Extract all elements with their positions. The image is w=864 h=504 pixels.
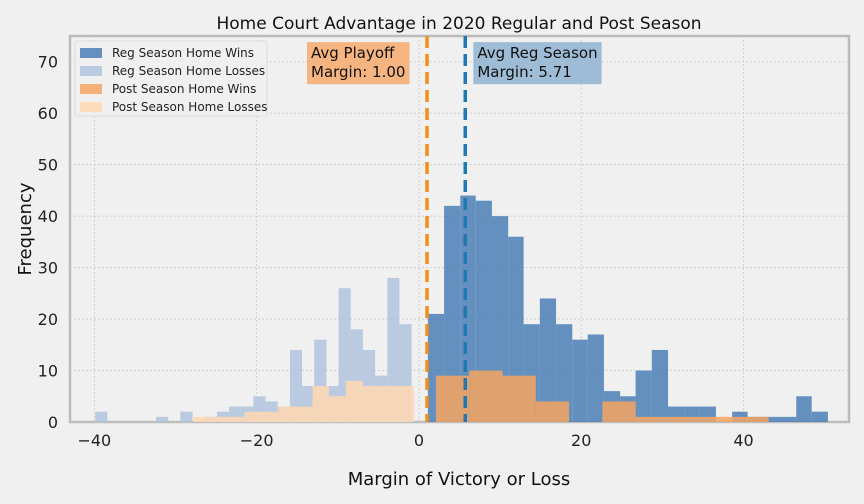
histogram-bar xyxy=(379,385,398,422)
x-axis-label: Margin of Victory or Loss xyxy=(348,469,571,490)
legend-swatch xyxy=(80,48,102,58)
histogram-bar xyxy=(278,406,296,422)
y-tick-label: 60 xyxy=(38,104,58,123)
histogram-bar xyxy=(312,385,329,422)
histogram-bar xyxy=(227,416,245,422)
annotation-line-2: Margin: 1.00 xyxy=(311,63,405,81)
histogram-bar xyxy=(362,385,380,422)
x-tick-label: −20 xyxy=(240,431,274,450)
histogram-bar xyxy=(244,411,262,422)
legend-entry: Reg Season Home Losses xyxy=(112,64,265,78)
histogram-bar xyxy=(345,380,363,422)
histogram-bar xyxy=(635,370,652,422)
histogram-bar xyxy=(539,298,557,422)
histogram-bar xyxy=(397,385,415,422)
histogram-bar xyxy=(780,416,797,422)
histogram-bar xyxy=(193,416,211,422)
y-tick-label: 50 xyxy=(38,156,58,175)
histogram-bar xyxy=(635,416,669,422)
histogram-bar xyxy=(535,401,570,422)
x-tick-label: −40 xyxy=(77,431,111,450)
legend-entry: Post Season Home Losses xyxy=(112,100,268,114)
x-tick-label: 20 xyxy=(571,431,591,450)
annotation-line-1: Avg Reg Season xyxy=(477,44,597,62)
y-tick-label: 30 xyxy=(38,259,58,278)
y-tick-label: 70 xyxy=(38,53,58,72)
histogram-bar xyxy=(651,349,669,422)
axis-ticks: −40 −20 0 20 40 0 10 20 30 40 50 60 70 xyxy=(38,53,754,450)
histogram-bar xyxy=(261,411,279,422)
annotation-background xyxy=(473,42,602,85)
y-tick-label: 10 xyxy=(38,362,58,381)
histogram-bar xyxy=(475,200,492,422)
histogram-bar xyxy=(668,416,703,422)
legend: Reg Season Home Wins Reg Season Home Loss… xyxy=(74,40,268,117)
x-tick-label: 40 xyxy=(733,431,753,450)
annotation-line-2: Margin: 5.71 xyxy=(477,63,571,81)
histogram-bar xyxy=(444,205,461,422)
legend-box xyxy=(74,40,268,117)
legend-entry: Reg Season Home Wins xyxy=(112,46,254,60)
histogram-bar xyxy=(156,416,169,422)
histogram-bar xyxy=(556,324,573,422)
histogram-bar xyxy=(289,349,303,422)
y-tick-label: 40 xyxy=(38,207,58,226)
histogram-bar xyxy=(502,375,536,422)
histogram-bar xyxy=(572,339,588,422)
y-axis-label: Frequency xyxy=(15,182,36,275)
histogram-bar xyxy=(602,401,636,422)
x-tick-label: 0 xyxy=(414,431,424,450)
y-tick-label: 20 xyxy=(38,310,58,329)
histogram-bar xyxy=(295,406,313,422)
annotation-line-1: Avg Playoff xyxy=(311,44,395,62)
histogram-bar xyxy=(735,416,769,422)
histogram-bar xyxy=(763,416,781,422)
histogram-bar xyxy=(95,411,108,422)
mean-lines xyxy=(425,36,468,422)
legend-swatch xyxy=(80,66,102,76)
y-tick-label: 0 xyxy=(48,413,58,432)
histogram-bar xyxy=(796,396,812,422)
annotation-background xyxy=(307,42,410,85)
legend-swatch xyxy=(80,102,102,112)
legend-entry: Post Season Home Wins xyxy=(112,82,256,96)
chart-title: Home Court Advantage in 2020 Regular and… xyxy=(216,14,701,34)
histogram-bar xyxy=(328,396,346,422)
histogram-bar xyxy=(180,411,193,422)
histogram-bar xyxy=(702,416,736,422)
histogram-bar xyxy=(587,334,604,422)
histogram-bar xyxy=(811,411,828,422)
histogram-bar xyxy=(210,416,228,422)
legend-swatch xyxy=(80,84,102,94)
histogram-bar xyxy=(469,370,503,422)
